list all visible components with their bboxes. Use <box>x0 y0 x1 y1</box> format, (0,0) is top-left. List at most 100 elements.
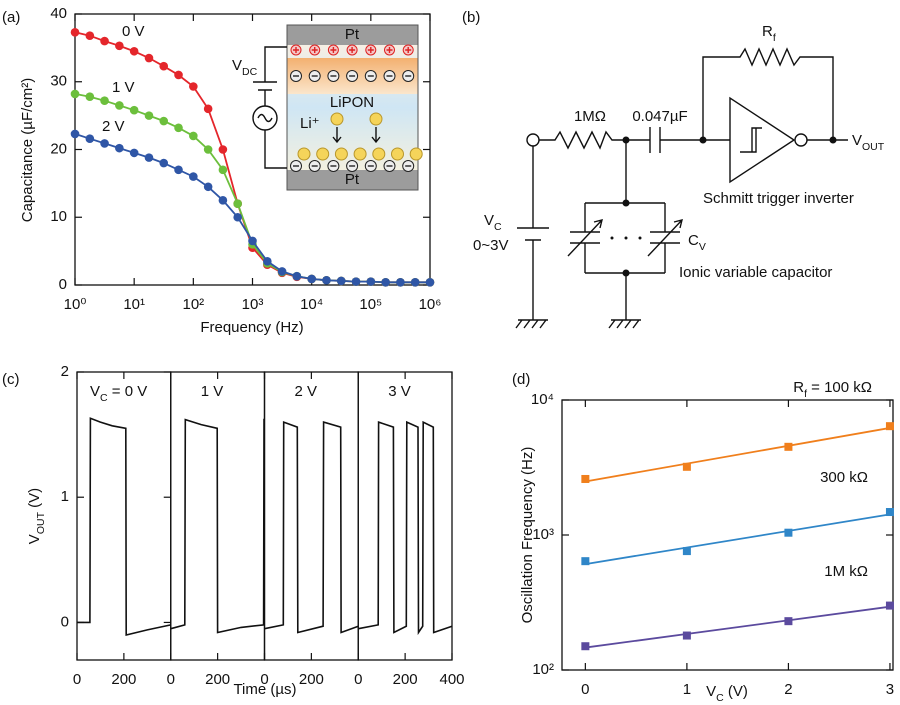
text-part: DC <box>242 66 258 78</box>
marker <box>381 277 390 287</box>
y-tick-label: 40 <box>50 5 67 22</box>
x-tick-label: 0 <box>354 671 362 688</box>
marker <box>174 123 183 133</box>
series-line <box>170 418 265 634</box>
component-label: 0~3V <box>473 237 508 254</box>
node <box>699 136 707 144</box>
marker <box>410 277 420 287</box>
series-label: VC = 0 V <box>90 383 147 404</box>
text-part: V <box>706 683 716 700</box>
text-part: R <box>762 23 773 40</box>
marker <box>218 196 228 205</box>
ion <box>391 147 404 161</box>
text-part: V <box>699 241 706 253</box>
marker <box>70 27 80 37</box>
y-tick-label: 20 <box>50 140 67 157</box>
marker <box>425 277 435 287</box>
y-tick-label: 1 <box>61 488 69 505</box>
ion <box>409 147 423 161</box>
wire <box>539 127 730 153</box>
y-axis-label: VOUT (V) <box>26 488 47 544</box>
marker <box>203 182 213 192</box>
marker <box>218 165 228 175</box>
text-part: C <box>100 392 108 404</box>
x-tick-label: 400 <box>439 671 464 688</box>
marker <box>351 277 361 286</box>
inset-label: Li⁺ <box>300 115 320 132</box>
series-line <box>77 417 171 637</box>
series-label: 1 V <box>112 79 135 96</box>
marker <box>115 143 124 153</box>
text-part: OUT <box>862 141 885 153</box>
marker <box>174 165 183 175</box>
x-tick-label: 200 <box>393 671 418 688</box>
marker <box>322 275 331 285</box>
marker <box>277 267 287 276</box>
x-axis-label: Time (µs) <box>233 681 296 698</box>
marker <box>233 199 242 208</box>
marker <box>189 131 198 141</box>
ion <box>334 147 348 161</box>
y-tick-label: 0 <box>59 276 67 293</box>
panel-label: (d) <box>512 371 530 388</box>
panel-label: (b) <box>462 9 480 26</box>
ellipsis <box>610 236 614 240</box>
marker <box>203 145 213 154</box>
component-label: Rf <box>762 23 776 44</box>
x-tick-label: 0 <box>581 681 589 698</box>
bias-wire <box>253 46 287 169</box>
ac-symbol <box>257 113 273 123</box>
text-part: V <box>26 534 43 544</box>
text-part: (V) <box>26 488 43 512</box>
marker <box>144 153 154 162</box>
x-tick-label: 200 <box>111 671 136 688</box>
x-tick-label: 2 <box>784 681 792 698</box>
marker <box>885 601 894 610</box>
marker <box>144 53 154 63</box>
marker <box>682 462 691 471</box>
inset-label: Pt <box>345 26 360 43</box>
node <box>829 136 837 144</box>
x-tick-label: 10⁴ <box>300 296 323 313</box>
ellipsis <box>638 236 642 240</box>
marker <box>784 528 793 537</box>
ion <box>297 147 311 161</box>
marker <box>129 105 139 115</box>
marker <box>70 89 80 99</box>
x-tick-label: 3 <box>886 681 894 698</box>
ac-source <box>252 105 278 131</box>
text-part: = 0 V <box>108 383 148 400</box>
x-tick-label: 10⁵ <box>359 296 382 313</box>
ion <box>369 112 383 126</box>
marker <box>885 508 894 517</box>
y-tick-label: 10² <box>532 661 554 678</box>
text-part: V <box>232 57 242 74</box>
x-axis-label: VC (V) <box>706 683 748 704</box>
marker <box>85 92 95 101</box>
marker <box>159 61 169 71</box>
source-wire <box>515 146 549 329</box>
variable-arrow <box>567 219 683 257</box>
component-label: VOUT <box>852 132 885 153</box>
x-tick-label: 200 <box>299 671 324 688</box>
text-part: = 100 kΩ <box>807 379 872 396</box>
y-tick-label: 10³ <box>532 526 554 543</box>
node <box>622 269 630 277</box>
marker <box>100 139 109 148</box>
panel-label: (c) <box>2 371 20 388</box>
marker <box>682 547 691 556</box>
ion <box>316 147 330 161</box>
plot-frame <box>263 371 359 661</box>
inset-label: Pt <box>345 171 360 188</box>
x-tick-label: 0 <box>73 671 81 688</box>
series-label: 0 V <box>122 23 145 40</box>
plus <box>311 47 318 53</box>
marker <box>218 145 228 154</box>
plus <box>367 47 374 53</box>
component-label: VC <box>484 212 502 233</box>
x-tick-label: 10² <box>182 296 204 313</box>
capacitor-wire <box>570 140 680 329</box>
marker <box>307 274 316 284</box>
marker <box>784 617 793 626</box>
